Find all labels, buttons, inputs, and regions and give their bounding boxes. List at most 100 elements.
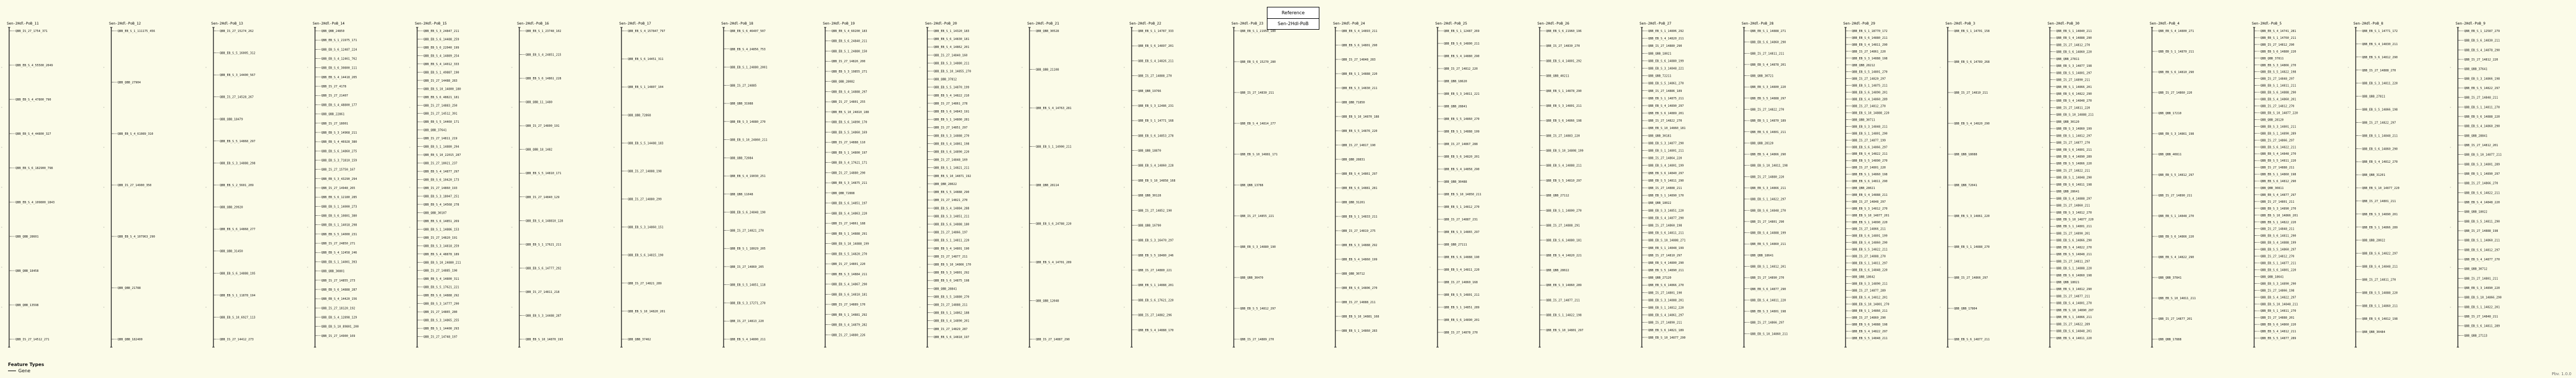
feature-label: QBB_EB_S_5_14860_211 [1750, 243, 1786, 246]
feature-label: QBB_EB_S_5_14876_220 [1342, 130, 1377, 133]
feature-label: QBB_IS_27_14887_231 [1444, 218, 1477, 222]
feature-label: QBB_EB_S_10_14877_220 [2362, 187, 2400, 190]
feature-label: QBB_EB_S_3_14861_220 [1954, 215, 1989, 218]
feature-label: QBB_EB_S_6_14880_211 [1852, 37, 1887, 40]
feature-label: QBB_EB_S_10_14801_270 [1852, 303, 1889, 306]
feature-label: QBB_EB_S_6_14888_198 [1852, 323, 1887, 327]
feature-label: QBB_EB_S_1_14801_211 [2056, 225, 2092, 228]
feature-label: QBB_EB_S_6_14881_281 [1342, 187, 1377, 190]
feature-label: QBB_QBB_30528 [1036, 30, 1059, 33]
feature-label: QBB_EB_S_5_14460_171 [423, 120, 459, 124]
feature-label: QBB_EB_S_1_14811_211 [2260, 85, 2296, 88]
feature-label: QBB_QBB_30181 [1648, 134, 1671, 138]
feature-label: QBB_EB_S_6_14820_201 [1444, 155, 1479, 159]
feature-label: QBB_IS_27_14860_205 [730, 266, 764, 269]
feature-label: QBB_EB_S_5_14812_297 [2158, 174, 2194, 177]
feature-label: QBB_IS_27_14860_193 [423, 187, 457, 190]
feature-label: QBB_EB_S_1_14860_211 [2362, 304, 2397, 308]
feature-label: QBB_EB_S_4_14878_290 [2464, 49, 2500, 52]
feature-label: QBB_EB_S_1_14812_220 [1648, 307, 1683, 310]
feature-label: QBB_IS_27_14512_391 [423, 112, 457, 116]
feature-label: QBB_IS_27_14877_199 [1852, 139, 1885, 142]
feature-label: QBB_IS_27_14826_200 [831, 60, 865, 63]
feature-label: QBB_EB_S_1_14851_289 [1444, 306, 1479, 309]
feature-label: QBB_EB_S_5_14801_270 [1852, 71, 1887, 74]
feature-label: QBB_EB_S_1_14806_292 [1648, 30, 1683, 33]
feature-label: QBB_EB_S_5_14866_198 [2362, 108, 2397, 112]
feature-label: QBB_IS_27_14820_297 [1852, 78, 1885, 81]
feature-label: QBB_EB_S_6_14821_189 [1648, 329, 1683, 332]
map-name: Sen-2Hdl-PoB_22 [1129, 22, 1161, 26]
feature-label: QBB_EB_S_1_14811_297 [1852, 262, 1887, 266]
feature-label: QBB_EB_S_5_14888_290 [934, 191, 969, 194]
feature-label: QBB_IS_27_14848_211 [2464, 96, 2498, 100]
feature-label: QBB_EB_S_5_14822_198 [2260, 71, 2296, 74]
feature-label: QBB_QBB_37641 [423, 129, 447, 132]
feature-label: QBB_IS_27_14812_270 [2260, 255, 2294, 259]
feature-label: QBB_QBB_40211 [1546, 75, 1569, 78]
feature-label: QBB_IS_27_14820_191 [423, 236, 457, 240]
feature-label: QBB_EB_S_1_14811_270 [2260, 309, 2296, 313]
feature-label: QBB_IS_27_14801_190 [1648, 291, 1682, 295]
feature-label: QBB_IS_27_14900_169 [321, 335, 355, 338]
feature-label: QBB_EB_S_2_5601_209 [220, 184, 253, 187]
map-name: Sen-2Hdl-PoB_13 [211, 22, 243, 26]
map-name: Sen-2Hdl-PoB_9 [2456, 22, 2485, 26]
feature-label: QBB_EB_S_1_14870_189 [1750, 119, 1786, 123]
feature-label: QBB_EB_S_6_10801_380 [321, 215, 357, 218]
feature-label: QBB_EB_S_4_14890_289 [2056, 155, 2092, 159]
feature-label: QBB_IS_27_14861_188 [831, 222, 865, 226]
feature-label: QBB_IS_27_14812_270 [2056, 43, 2090, 47]
feature-label: QBB_QBB_18641 [1750, 254, 1774, 258]
feature-label: QBB_QBB_28022 [934, 183, 957, 186]
feature-label: QBB_IS_27_14812_220 [2464, 58, 2498, 62]
feature-label: QBB_IS_27_14889_270 [1240, 338, 1274, 341]
feature-label: QBB_EB_S_3_14812_270 [2056, 211, 2092, 215]
feature-label: QBB_QBB_22861 [321, 113, 345, 116]
feature-label: QBB_EB_S_3_14890_290 [2260, 282, 2296, 285]
feature-label: QBB_IS_27_14900_350 [118, 184, 151, 187]
feature-label: QBB_IS_27_14880_299 [628, 198, 661, 202]
feature-label: QBB_EB_S_4_14860_201 [2260, 98, 2296, 102]
feature-label: QBB_EB_S_6_14801_211 [2056, 148, 2092, 152]
feature-label: QBB_EB_S_3_14811_220 [2362, 82, 2397, 86]
feature-label: QBB_EB_S_3_14866_270 [2260, 64, 2296, 67]
feature-label: QBB_IS_27_14748_197 [423, 336, 457, 339]
feature-label: QBB_IS_27_14880_290 [1648, 45, 1682, 48]
feature-label: QBB_IS_27_14811_211 [1750, 52, 1784, 55]
feature-label: QBB_QBB_18458 [15, 270, 39, 273]
feature-label: QBB_EB_S_5_14866_220 [2056, 162, 2092, 166]
feature-label: QBB_EB_S_3_14890_270 [2260, 207, 2296, 211]
feature-label: QBB_IS_27_14880_290 [831, 171, 865, 175]
feature-label: QBB_EB_S_1_14018_298 [321, 224, 357, 227]
feature-label: QBB_EB_S_6_12487_224 [321, 48, 357, 51]
feature-label: QBB_EB_S_1_14860_198 [2260, 173, 2296, 176]
feature-label: QBB_IS_27_14821_270 [934, 199, 967, 202]
feature-label: QBB_EB_S_4_14888_199 [1750, 232, 1786, 235]
feature-label: QBB_IS_27_14812_220 [1444, 67, 1477, 71]
feature-label: QBB_QBB_24850 [321, 30, 345, 33]
feature-label: QBB_EB_S_10_89801_200 [321, 325, 359, 329]
feature-label: QBB_QBB_28022 [2362, 239, 2385, 243]
feature-label: QBB_EB_S_3_14888_292 [1342, 244, 1377, 247]
feature-label: QBB_IS_27_14840_160 [934, 54, 967, 57]
feature-label: QBB_EB_S_3_14830_211 [1342, 87, 1377, 90]
feature-label: QBB_EB_S_10_14850_211 [1444, 193, 1481, 196]
feature-label: QBB_QBB_28120 [2260, 118, 2284, 122]
feature-label: QBB_EB_S_6_12180_285 [321, 196, 357, 199]
feature-label: QBB_EB_S_4_14863_220 [831, 212, 867, 215]
feature-label: QBB_EB_S_1_14800_281 [934, 118, 969, 122]
feature-label: QBB_EB_S_4_14820_290 [1954, 122, 1989, 126]
feature-label: QBB_EB_S_3_14800_220 [1750, 86, 1786, 89]
feature-label: QBB_IS_27_14860_198 [1648, 224, 1682, 227]
feature-label: QBB_EB_S_3_71810_159 [321, 159, 357, 162]
feature-label: QBB_IS_27_14848_169 [934, 159, 967, 162]
feature-label: QBB_EB_S_3_14812_290 [2056, 288, 2092, 291]
feature-label: QBB_EB_S_1_14760_211 [2260, 37, 2296, 40]
feature-label: QBB_EB_S_6_14801_290 [1342, 44, 1377, 47]
feature-label: QBB_IS_27_14866_297 [1954, 276, 1988, 280]
feature-label: QBB_EB_S_6_14812_290 [2260, 180, 2296, 183]
feature-label: QBB_EB_S_4_14890_297 [1648, 104, 1683, 108]
feature-label: QBB_IS_27_14848_283 [1342, 58, 1375, 62]
